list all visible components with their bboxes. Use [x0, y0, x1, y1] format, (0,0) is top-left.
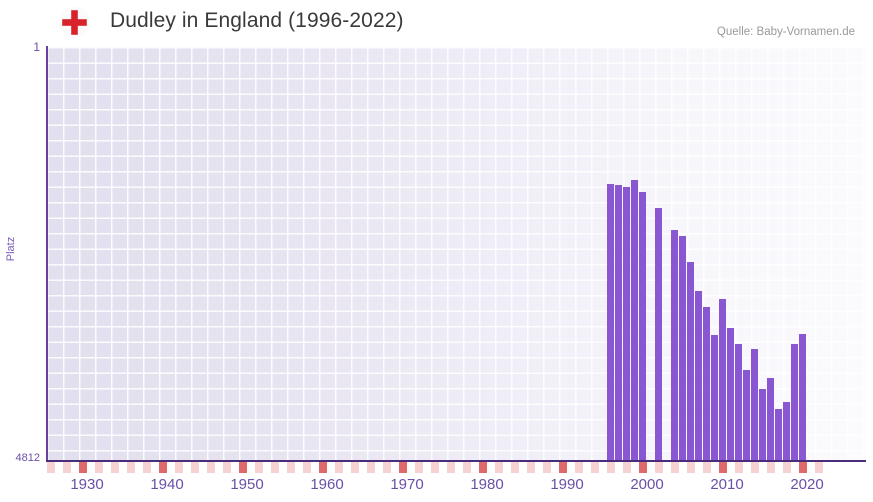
- x-axis-tick-minor: [47, 462, 55, 473]
- bar: [711, 335, 718, 461]
- x-axis-tick-major: [319, 462, 327, 473]
- x-axis-tick-minor: [591, 462, 599, 473]
- x-axis-tick-minor: [111, 462, 119, 473]
- x-axis-tick-minor: [223, 462, 231, 473]
- bar: [759, 388, 766, 461]
- bar: [679, 236, 686, 461]
- x-axis-tick-minor: [607, 462, 615, 473]
- x-axis-tick-minor: [303, 462, 311, 473]
- bar: [799, 333, 806, 461]
- x-axis-tick-minor: [543, 462, 551, 473]
- x-axis-tick-label: 1960: [310, 476, 344, 493]
- y-axis-tick-bottom: 4812: [15, 452, 40, 464]
- x-axis-tick-minor: [383, 462, 391, 473]
- bar: [671, 230, 678, 461]
- bar: [783, 401, 790, 461]
- bar: [727, 328, 734, 461]
- x-axis-tick-label: 1980: [470, 476, 504, 493]
- x-axis-tick-minor: [623, 462, 631, 473]
- source-credit: Quelle: Baby-Vornamen.de: [716, 26, 855, 38]
- x-axis-tick-minor: [511, 462, 519, 473]
- x-axis-tick-minor: [255, 462, 263, 473]
- bar: [623, 187, 630, 461]
- x-axis-tick-label: 1930: [70, 476, 104, 493]
- x-axis-tick-minor: [191, 462, 199, 473]
- x-axis-line: [46, 460, 866, 462]
- x-axis-tick-minor: [271, 462, 279, 473]
- y-axis-title: Platz: [5, 236, 17, 262]
- x-axis-tick-minor: [431, 462, 439, 473]
- x-axis-tick-minor: [447, 462, 455, 473]
- x-axis-tick-minor: [703, 462, 711, 473]
- x-axis-tick-minor: [335, 462, 343, 473]
- y-axis-tick-top: 1: [33, 40, 40, 54]
- x-axis-tick-minor: [367, 462, 375, 473]
- x-axis-tick-label: 2000: [630, 476, 664, 493]
- chart-plot-area: [47, 47, 866, 461]
- page-title: Dudley in England (1996-2022): [110, 9, 404, 32]
- bar: [615, 185, 622, 461]
- bar: [719, 298, 726, 461]
- x-axis-tick-minor: [415, 462, 423, 473]
- x-axis-tick-minor: [351, 462, 359, 473]
- x-axis-tick-major: [399, 462, 407, 473]
- bar: [695, 290, 702, 461]
- x-axis-tick-minor: [143, 462, 151, 473]
- x-axis-tick-label: 1940: [150, 476, 184, 493]
- x-axis-tick-minor: [495, 462, 503, 473]
- x-axis-tick-major: [159, 462, 167, 473]
- y-axis-line: [46, 46, 48, 462]
- england-flag-icon: [59, 7, 90, 38]
- x-axis-tick-label: 1990: [550, 476, 584, 493]
- bar: [767, 378, 774, 461]
- x-axis-tick-minor: [735, 462, 743, 473]
- x-axis-tick-label: 1950: [230, 476, 264, 493]
- x-axis-tick-minor: [127, 462, 135, 473]
- x-axis-tick-major: [479, 462, 487, 473]
- bar: [607, 183, 614, 461]
- bar: [743, 370, 750, 461]
- x-axis-tick-minor: [767, 462, 775, 473]
- x-axis-tick-minor: [671, 462, 679, 473]
- x-axis-tick-major: [239, 462, 247, 473]
- x-axis-tick-major: [639, 462, 647, 473]
- x-axis-tick-minor: [175, 462, 183, 473]
- x-axis-tick-label: 2020: [790, 476, 824, 493]
- x-axis-tick-minor: [655, 462, 663, 473]
- x-axis-tick-minor: [527, 462, 535, 473]
- x-axis-ticks: 1930 1940 1950 1960 1970 1980 1990 2000 2010 2020: [0, 462, 873, 502]
- bar: [631, 179, 638, 461]
- bar: [791, 344, 798, 461]
- x-axis-tick-minor: [575, 462, 583, 473]
- bar: [687, 262, 694, 461]
- x-axis-tick-major: [799, 462, 807, 473]
- bar: [655, 207, 662, 461]
- x-axis-tick-minor: [287, 462, 295, 473]
- bar: [775, 408, 782, 461]
- x-axis-tick-minor: [463, 462, 471, 473]
- x-axis-tick-minor: [63, 462, 71, 473]
- bar: [639, 191, 646, 461]
- x-axis-tick-major: [559, 462, 567, 473]
- x-axis-tick-minor: [815, 462, 823, 473]
- x-axis-tick-label: 2010: [710, 476, 744, 493]
- bar: [735, 343, 742, 461]
- x-axis-tick-minor: [95, 462, 103, 473]
- x-axis-tick-minor: [751, 462, 759, 473]
- x-axis-tick-major: [719, 462, 727, 473]
- chart-header: Dudley in England (1996-2022) Quelle: Ba…: [0, 0, 873, 47]
- bar: [751, 349, 758, 461]
- x-axis-tick-minor: [783, 462, 791, 473]
- bar: [703, 306, 710, 461]
- x-axis-tick-label: 1970: [390, 476, 424, 493]
- x-axis-tick-major: [79, 462, 87, 473]
- x-axis-tick-minor: [207, 462, 215, 473]
- x-axis-tick-minor: [687, 462, 695, 473]
